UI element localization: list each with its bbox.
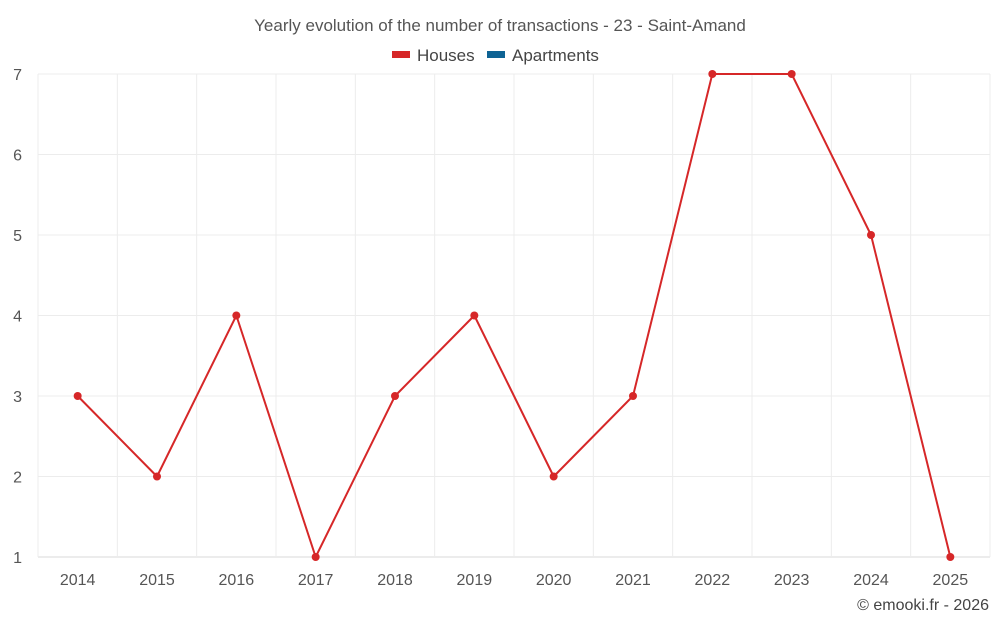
y-tick-label: 6 bbox=[13, 148, 22, 165]
data-point[interactable] bbox=[311, 553, 320, 561]
x-tick-label: 2023 bbox=[774, 572, 810, 589]
data-point[interactable] bbox=[629, 392, 637, 400]
legend-swatch-apartments bbox=[487, 51, 505, 58]
data-point[interactable] bbox=[232, 311, 241, 320]
data-point[interactable] bbox=[73, 392, 82, 400]
x-tick-label: 2019 bbox=[457, 572, 493, 589]
data-point[interactable] bbox=[946, 553, 955, 561]
legend-label-houses[interactable]: Houses bbox=[417, 46, 475, 65]
x-tick-label: 2017 bbox=[298, 572, 334, 589]
legend-label-apartments[interactable]: Apartments bbox=[512, 46, 599, 65]
legend-swatch-houses bbox=[392, 51, 410, 58]
data-point[interactable] bbox=[549, 472, 558, 481]
data-point[interactable] bbox=[153, 472, 161, 481]
y-tick-label: 5 bbox=[13, 228, 22, 245]
y-tick-label: 2 bbox=[13, 470, 22, 487]
data-point[interactable] bbox=[708, 70, 717, 78]
x-tick-label: 2015 bbox=[139, 572, 175, 589]
x-tick-label: 2014 bbox=[60, 572, 96, 589]
credit-text: © emooki.fr - 2026 bbox=[857, 597, 989, 614]
x-tick-label: 2024 bbox=[853, 572, 889, 589]
y-tick-label: 1 bbox=[13, 550, 22, 567]
y-tick-label: 4 bbox=[13, 309, 22, 326]
data-point[interactable] bbox=[391, 392, 399, 400]
x-tick-label: 2022 bbox=[695, 572, 731, 589]
data-point[interactable] bbox=[867, 231, 875, 239]
x-tick-label: 2016 bbox=[219, 572, 255, 589]
grid bbox=[37, 73, 991, 558]
x-tick-label: 2018 bbox=[377, 572, 413, 589]
y-tick-label: 7 bbox=[13, 67, 22, 84]
legend: Houses Apartments bbox=[392, 46, 599, 65]
x-axis: 2014 2015 2016 2017 2018 2019 2020 2021 2022 2023… bbox=[60, 572, 968, 589]
x-tick-label: 2021 bbox=[615, 572, 651, 589]
series-line-houses bbox=[76, 73, 952, 560]
x-tick-label: 2020 bbox=[536, 572, 572, 589]
x-tick-label: 2025 bbox=[933, 572, 969, 589]
series-houses bbox=[73, 70, 955, 561]
data-point[interactable] bbox=[470, 311, 479, 320]
y-axis: 1 2 3 4 5 6 7 bbox=[13, 67, 22, 567]
chart-title: Yearly evolution of the number of transa… bbox=[254, 16, 746, 35]
data-point[interactable] bbox=[787, 70, 796, 78]
y-tick-label: 3 bbox=[13, 389, 22, 406]
